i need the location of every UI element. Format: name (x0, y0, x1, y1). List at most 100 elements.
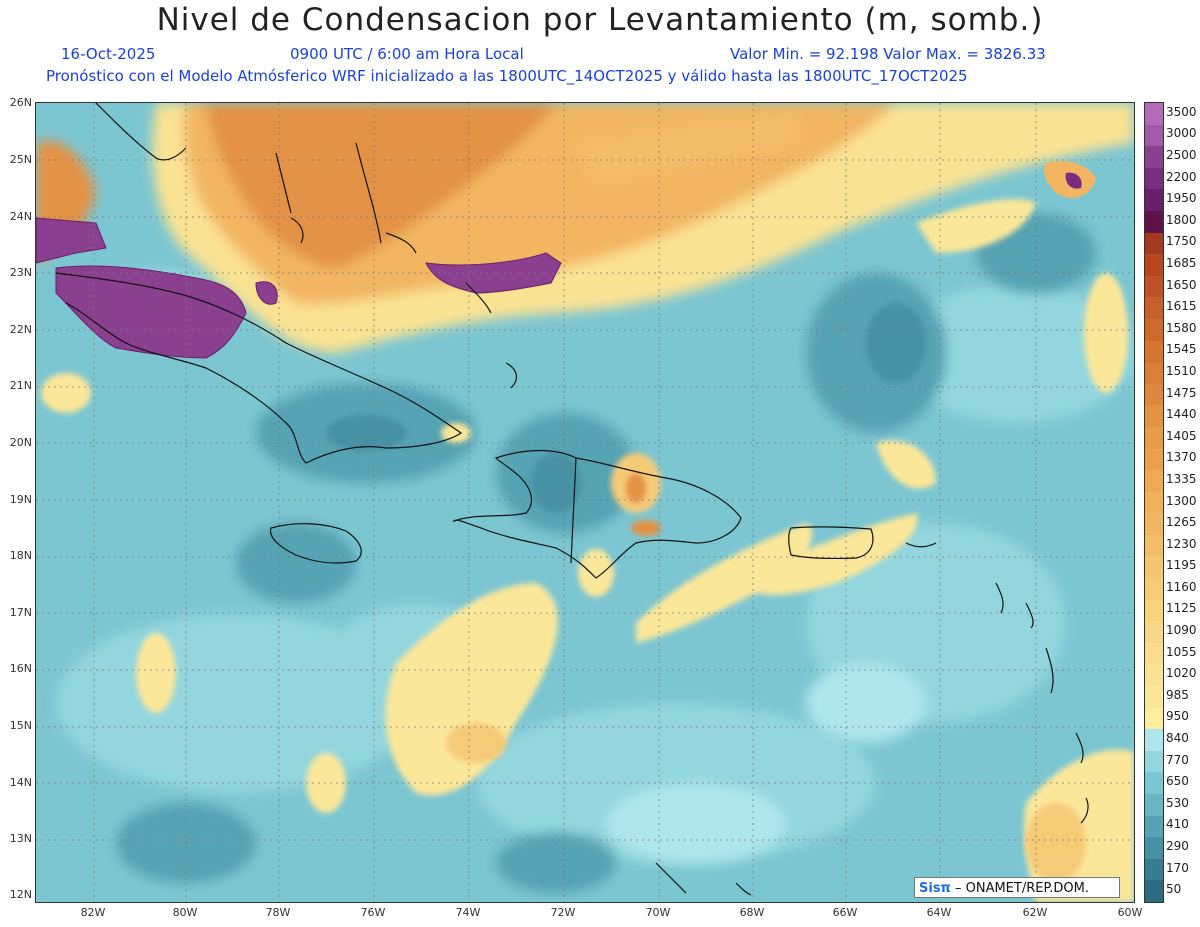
legend-label: 1090 (1166, 623, 1197, 638)
credit-box: Sisπ – ONAMET/REP.DOM. (914, 877, 1120, 898)
legend-swatch (1145, 491, 1163, 514)
legend-swatch (1145, 254, 1163, 277)
orange-band (36, 103, 1134, 353)
legend-label: 1335 (1166, 471, 1197, 486)
legend-label: 1195 (1166, 558, 1197, 573)
lon-label-64w: 64W (926, 906, 952, 919)
legend-swatch (1145, 686, 1163, 709)
lat-label-25n: 25N (9, 153, 32, 166)
legend-label: 1650 (1166, 277, 1197, 292)
legend-swatch (1145, 642, 1163, 665)
credit-text: – ONAMET/REP.DOM. (954, 881, 1090, 896)
legend-label: 1800 (1166, 212, 1197, 227)
legend-swatch (1145, 362, 1163, 385)
legend-label: 1230 (1166, 536, 1197, 551)
legend-swatch (1145, 297, 1163, 320)
legend-label: 840 (1166, 731, 1189, 746)
legend-swatch (1145, 426, 1163, 449)
lon-label-72w: 72W (550, 906, 576, 919)
legend-label: 1580 (1166, 320, 1197, 335)
legend-label: 1750 (1166, 234, 1197, 249)
map-svg (36, 103, 1134, 902)
legend-label: 770 (1166, 752, 1189, 767)
lat-label-20n: 20N (9, 436, 32, 449)
forecast-time: 0900 UTC / 6:00 am Hora Local (290, 45, 524, 63)
lat-label-19n: 19N (9, 493, 32, 506)
legend-swatch (1145, 880, 1163, 903)
cuba-coastline (55, 272, 463, 464)
legend-label: 1510 (1166, 363, 1197, 378)
legend-label: 1160 (1166, 579, 1197, 594)
lat-label-16n: 16N (9, 662, 32, 675)
lon-label-78w: 78W (265, 906, 291, 919)
puerto-rico-coastline (788, 526, 874, 559)
legend-swatch (1145, 772, 1163, 795)
lat-label-18n: 18N (9, 549, 32, 562)
lat-label-23n: 23N (9, 266, 32, 279)
legend-label: 1685 (1166, 255, 1197, 270)
legend-swatch (1145, 405, 1163, 428)
legend-label: 1370 (1166, 450, 1197, 465)
legend-swatch (1145, 664, 1163, 687)
legend-swatch (1145, 815, 1163, 838)
legend-swatch (1145, 729, 1163, 752)
lon-label-76w: 76W (360, 906, 386, 919)
hispaniola-coastline (452, 449, 742, 579)
legend-label: 1475 (1166, 385, 1197, 400)
lat-label-17n: 17N (9, 606, 32, 619)
legend-label: 1055 (1166, 644, 1197, 659)
min-max-values: Valor Min. = 92.198 Valor Max. = 3826.33 (730, 45, 1046, 63)
legend-label: 2200 (1166, 169, 1197, 184)
legend-swatch (1145, 707, 1163, 730)
sispi-logo: Sisπ (919, 881, 951, 896)
legend-swatch (1145, 837, 1163, 860)
graticule (36, 103, 1134, 902)
lon-label-68w: 68W (739, 906, 765, 919)
lat-label-26n: 26N (9, 96, 32, 109)
legend-label: 50 (1166, 882, 1182, 897)
legend-label: 1545 (1166, 342, 1197, 357)
map-area (35, 102, 1135, 903)
legend-label: 1125 (1166, 601, 1197, 616)
legend-label: 530 (1166, 795, 1189, 810)
legend-label: 170 (1166, 860, 1189, 875)
legend-label: 1615 (1166, 299, 1197, 314)
legend-swatch (1145, 858, 1163, 881)
legend-label: 3000 (1166, 126, 1197, 141)
legend-swatch (1145, 318, 1163, 342)
legend-label: 650 (1166, 774, 1189, 789)
legend-swatch (1145, 534, 1163, 557)
legend-label: 950 (1166, 709, 1189, 724)
legend-label: 2500 (1166, 147, 1197, 162)
legend-swatch (1145, 599, 1163, 622)
legend-swatch (1145, 167, 1163, 190)
legend-swatch (1145, 578, 1163, 601)
chart-title: Nivel de Condensacion por Levantamiento … (156, 2, 1044, 38)
legend-swatch (1145, 210, 1163, 234)
legend-swatch (1145, 340, 1163, 363)
legend-swatch (1145, 750, 1163, 773)
legend-swatch (1145, 794, 1163, 817)
legend-swatch (1145, 470, 1163, 493)
legend-swatch (1145, 189, 1163, 212)
lon-label-74w: 74W (455, 906, 481, 919)
legend-label: 1405 (1166, 428, 1197, 443)
legend-swatch (1145, 232, 1163, 255)
color-legend (1144, 102, 1164, 903)
lon-label-80w: 80W (172, 906, 198, 919)
legend-label: 985 (1166, 687, 1189, 702)
lat-label-12n: 12N (9, 888, 32, 901)
lat-label-22n: 22N (9, 323, 32, 336)
forecast-date: 16-Oct-2025 (61, 45, 156, 63)
lon-label-70w: 70W (645, 906, 671, 919)
lat-label-21n: 21N (9, 379, 32, 392)
legend-label: 1440 (1166, 407, 1197, 422)
lon-label-66w: 66W (832, 906, 858, 919)
legend-label: 410 (1166, 817, 1189, 832)
legend-label: 1265 (1166, 515, 1197, 530)
legend-label: 1300 (1166, 493, 1197, 508)
lat-label-13n: 13N (9, 832, 32, 845)
lat-label-15n: 15N (9, 719, 32, 732)
legend-swatch (1145, 556, 1163, 579)
legend-label: 1950 (1166, 191, 1197, 206)
